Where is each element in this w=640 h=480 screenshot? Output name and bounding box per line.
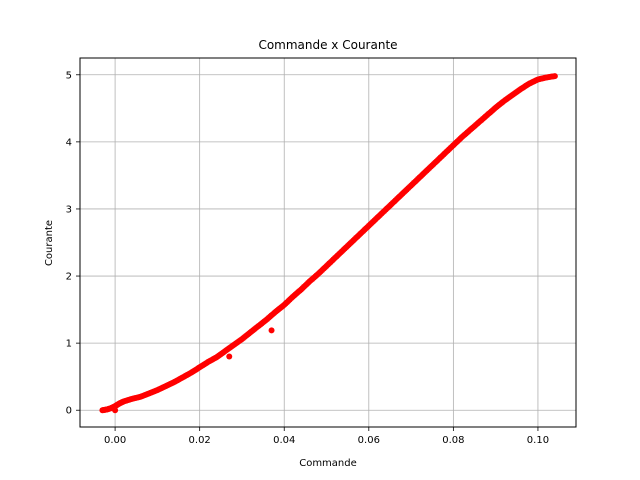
x-tick-label: 0.04: [273, 435, 295, 446]
y-tick-label: 1: [66, 339, 72, 350]
y-axis-ticks: 0 1 2 3 4 5: [66, 70, 80, 417]
y-axis-label: Courante: [44, 220, 55, 266]
y-tick-label: 5: [66, 70, 72, 81]
data-point: [550, 73, 557, 80]
data-point: [226, 353, 233, 360]
x-tick-label: 0.10: [527, 435, 549, 446]
y-tick-label: 3: [66, 204, 72, 215]
x-axis-ticks: 0.00 0.02 0.04 0.06 0.08 0.10: [104, 427, 549, 446]
y-tick-label: 2: [66, 272, 72, 283]
data-points: [99, 73, 558, 414]
x-tick-label: 0.02: [189, 435, 211, 446]
chart-title: Commande x Courante: [258, 38, 397, 52]
y-tick-label: 4: [66, 137, 72, 148]
y-tick-label: 0: [66, 406, 72, 417]
data-point: [268, 327, 275, 334]
x-axis-label: Commande: [299, 458, 357, 469]
x-tick-label: 0.06: [358, 435, 380, 446]
gridlines: [80, 58, 576, 427]
x-tick-label: 0.08: [442, 435, 464, 446]
plot-frame: [79, 57, 577, 428]
x-tick-label: 0.00: [104, 435, 126, 446]
